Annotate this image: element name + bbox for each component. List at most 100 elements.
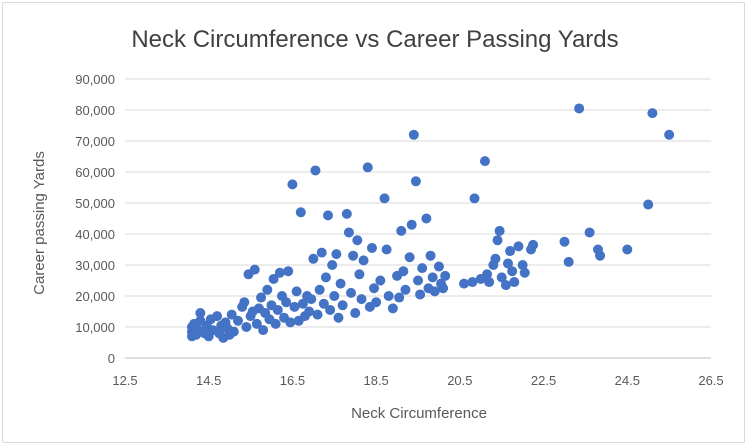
data-point [396,225,407,236]
data-point [467,277,478,288]
data-point [318,298,329,309]
x-tick-label: 12.5 [112,373,137,388]
data-point [195,308,206,319]
data-point [647,108,658,119]
data-point [492,235,503,246]
data-point [323,210,334,221]
data-point [289,301,300,312]
data-point [316,247,327,258]
data-point [469,193,480,204]
y-tick-label: 80,000 [75,103,115,118]
data-point [496,272,507,283]
x-tick-labels: 12.5 14.5 16.5 18.5 20.5 22.5 24.5 26.5 [112,373,723,388]
data-point [563,256,574,267]
data-point [440,270,451,281]
data-point [335,278,346,289]
data-point [256,292,267,303]
data-point [308,253,319,264]
data-point [387,303,398,314]
data-point [369,283,380,294]
data-point [233,315,244,326]
data-point [584,227,595,238]
data-point [415,289,426,300]
data-point [427,272,438,283]
data-point [421,213,432,224]
data-point [383,291,394,301]
data-point [310,165,321,176]
data-point [325,304,336,315]
data-point [285,317,296,328]
data-point [331,249,342,260]
data-point [381,244,392,255]
data-point [509,277,520,288]
data-point [528,239,539,250]
data-point [484,277,495,288]
gridlines [125,78,711,328]
data-point [438,283,449,294]
x-tick-label: 16.5 [280,373,305,388]
data-point [664,129,675,140]
data-point [413,275,423,286]
data-point [258,325,269,336]
y-tick-labels: 0 10,000 20,000 30,000 40,000 50,000 60,000 70,… [75,72,115,366]
data-point [268,273,279,284]
data-point [517,260,528,270]
data-point [507,266,518,277]
data-point [502,258,513,269]
data-point [262,284,273,295]
data-point [394,292,405,303]
chart-title: Neck Circumference vs Career Passing Yar… [131,26,618,53]
y-tick-label: 40,000 [75,227,115,242]
data-point [354,269,365,280]
data-point [297,298,308,309]
data-point [239,297,250,308]
data-point [281,297,292,308]
x-tick-label: 14.5 [196,373,221,388]
data-point [272,304,283,315]
data-point [379,193,390,204]
data-point [306,294,317,305]
data-point [348,250,359,261]
data-points [186,103,675,343]
data-point [505,246,516,257]
data-point [226,309,237,320]
data-point [559,236,570,247]
data-point [404,252,415,263]
data-point [406,219,417,230]
data-point [494,225,505,236]
y-tick-label: 50,000 [75,196,115,211]
data-point [304,306,315,317]
x-tick-label: 24.5 [615,373,640,388]
data-point [291,286,302,297]
data-point [241,322,252,332]
data-point [337,300,348,311]
data-point [346,287,357,298]
data-point [366,242,377,253]
data-point [408,129,419,140]
data-point [352,235,363,246]
data-point [479,156,490,167]
data-point [459,278,470,289]
data-point [320,272,331,283]
x-tick-label: 20.5 [447,373,472,388]
x-tick-label: 18.5 [363,373,388,388]
data-point [519,267,530,278]
data-point [333,312,344,323]
data-point [283,266,294,277]
data-point [274,267,285,278]
data-point [513,241,524,252]
data-point [433,261,444,272]
data-point [249,264,260,275]
data-point [429,286,440,297]
data-point [314,284,325,295]
data-point [643,199,654,210]
data-point [343,227,354,238]
data-point [482,269,493,280]
data-point [595,250,606,261]
data-point [362,162,373,173]
data-point [329,291,340,301]
data-point [228,326,239,337]
data-point [358,255,369,266]
data-point [287,179,298,190]
data-point [398,266,409,277]
